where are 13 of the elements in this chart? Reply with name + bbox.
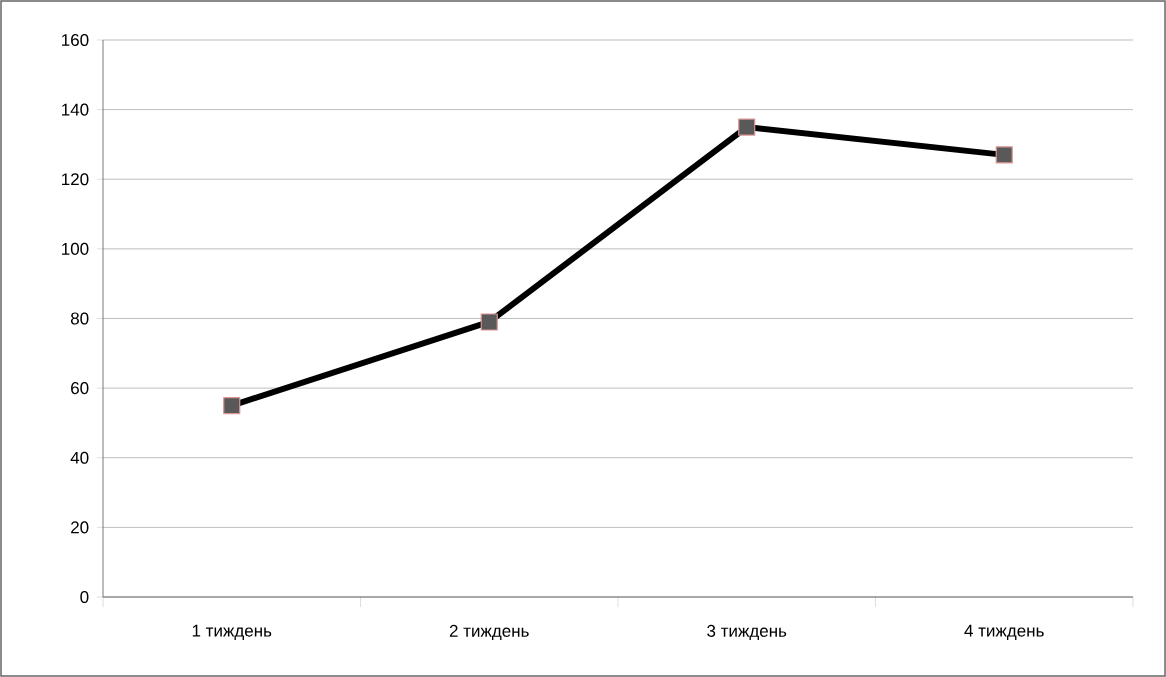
y-tick-label: 140: [62, 103, 89, 116]
x-tick-label: 3 тиждень: [707, 624, 787, 641]
x-tick-label: 1 тиждень: [192, 624, 272, 640]
y-tick-label: 20: [71, 521, 89, 534]
y-tick-label: 100: [62, 242, 89, 255]
x-tick-label: 4 тиждень: [964, 624, 1044, 640]
x-tick-label: 2 тиждень: [449, 624, 529, 641]
y-tick-label: 160: [62, 33, 89, 47]
y-tick-label: 60: [71, 382, 89, 395]
y-tick-label: 120: [62, 173, 89, 186]
y-tick-label: 80: [70, 312, 89, 325]
y-tick-label: 40: [70, 451, 89, 464]
y-tick-label: 0: [80, 590, 89, 604]
